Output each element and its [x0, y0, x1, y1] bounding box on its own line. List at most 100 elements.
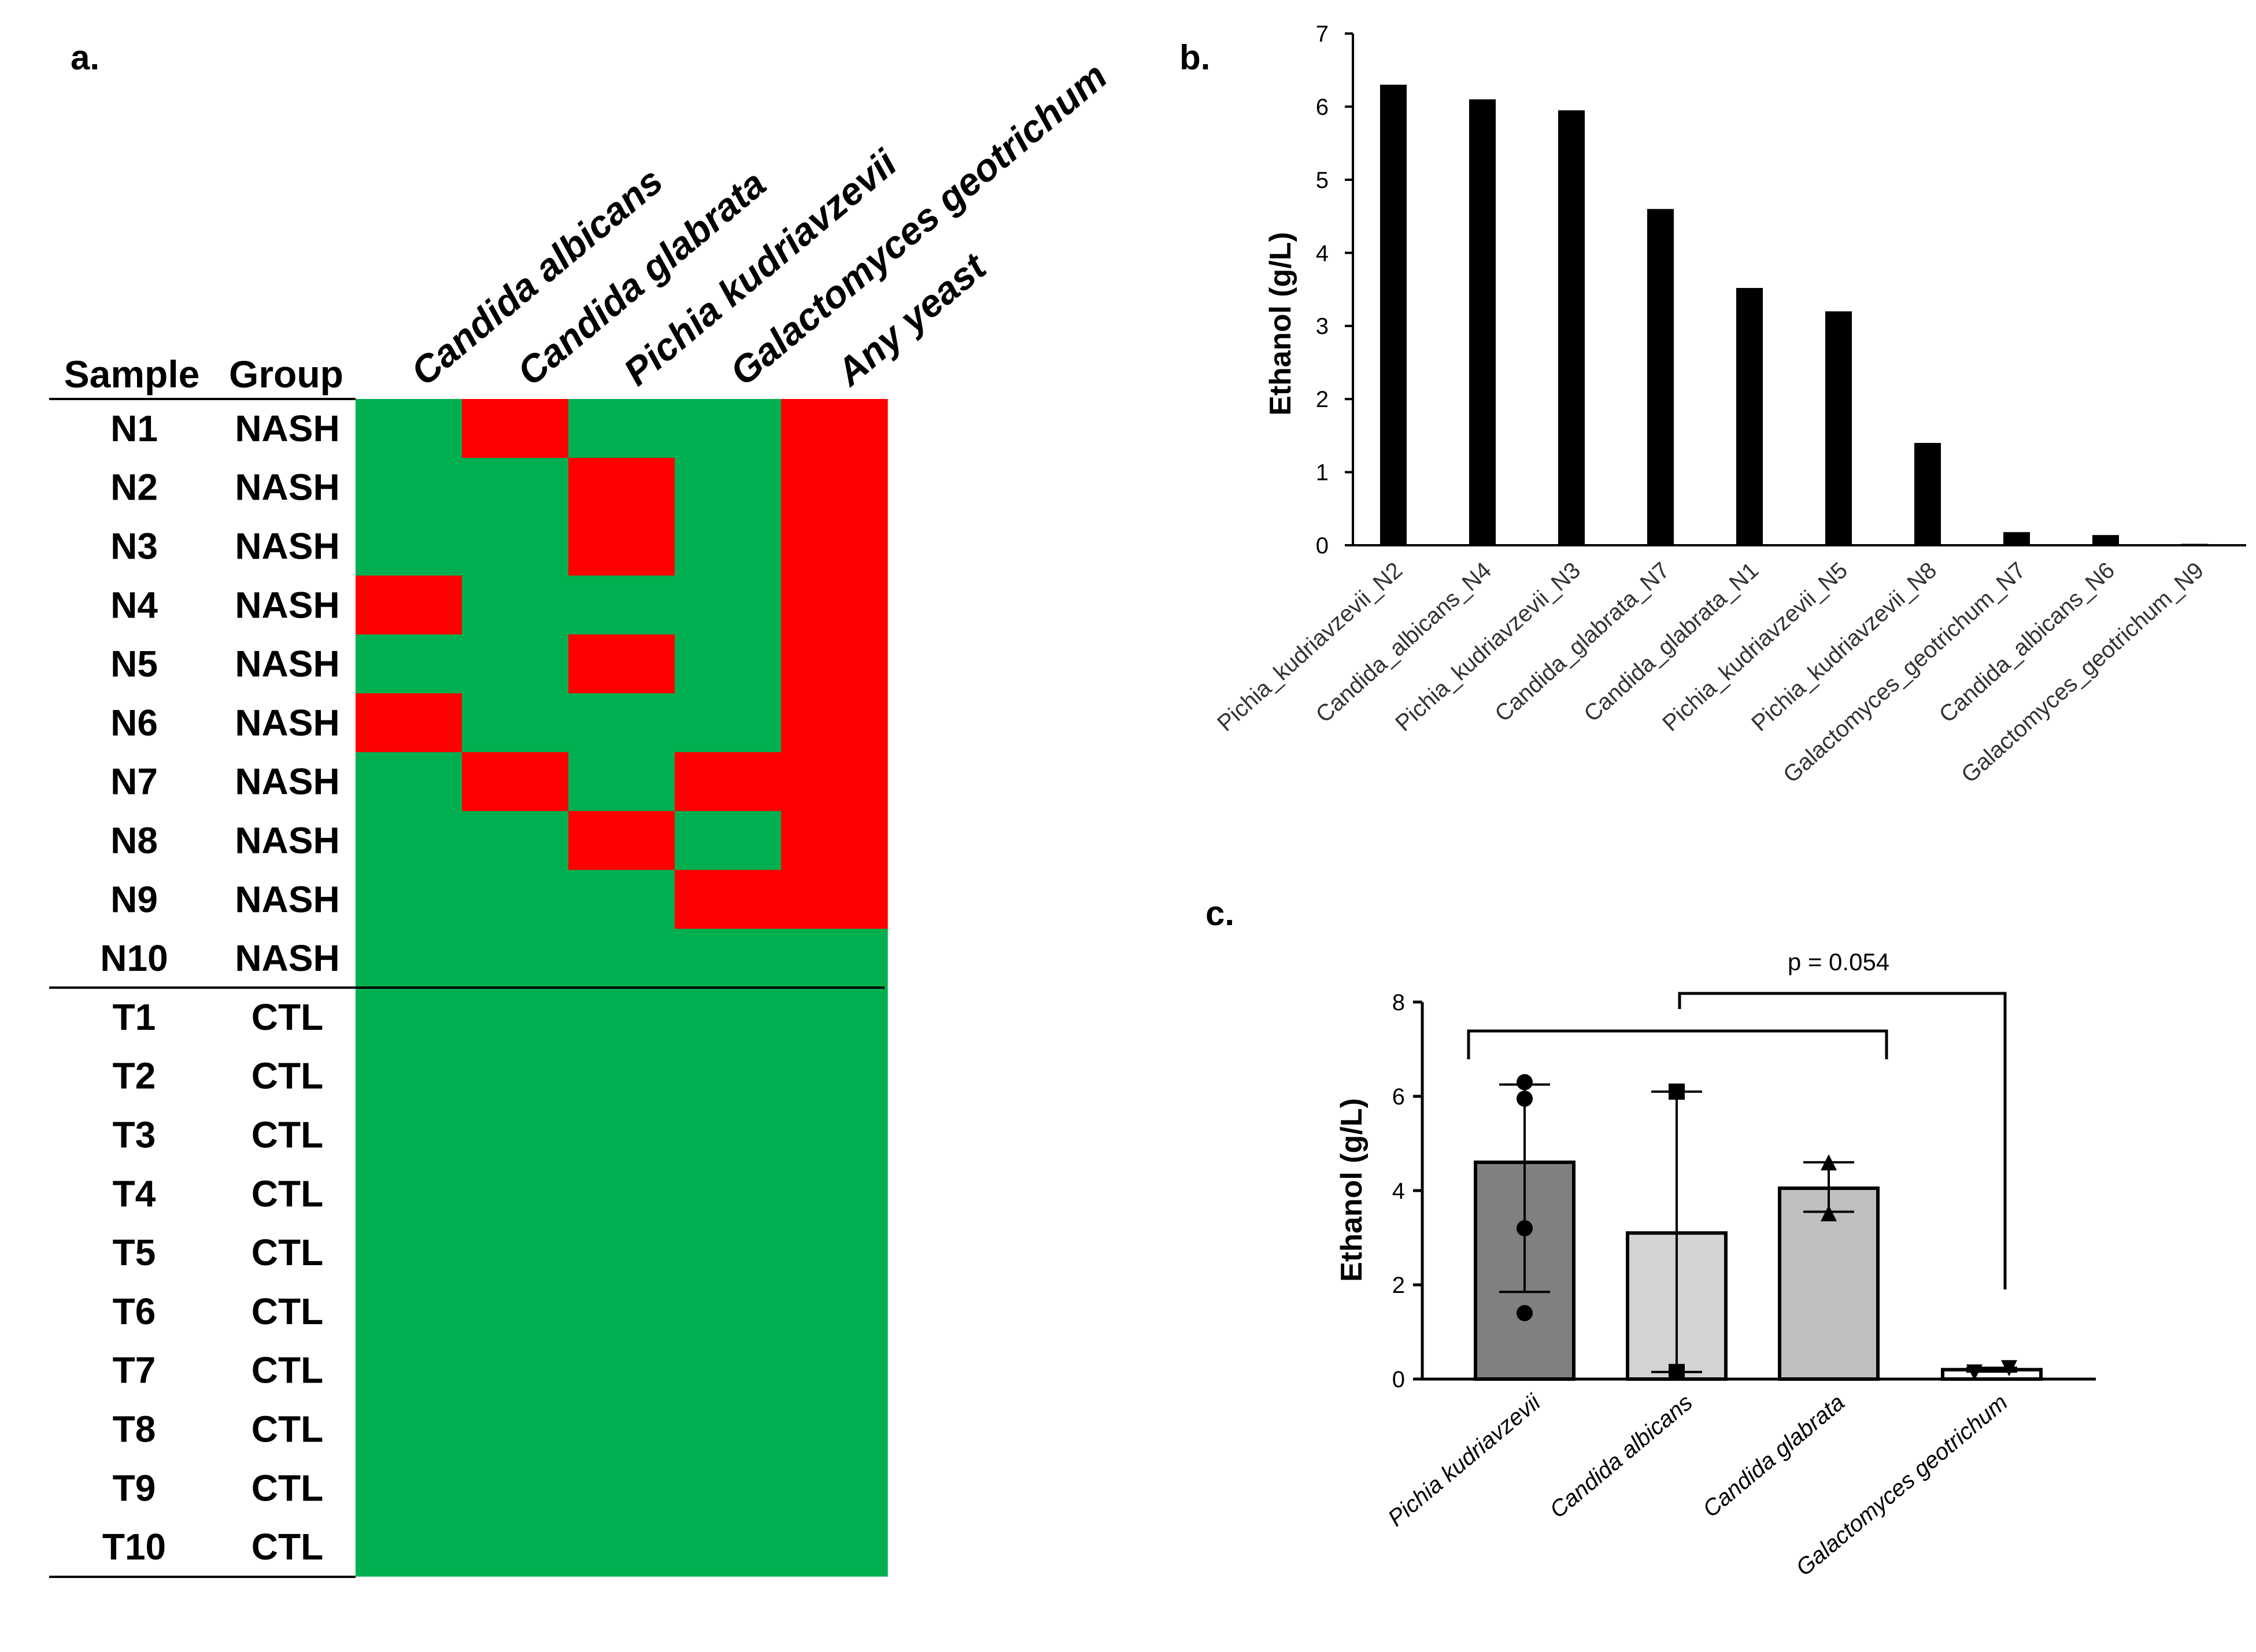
heatmap-cell [568, 988, 675, 1047]
significance-bracket-2 [1678, 992, 2007, 1289]
row-label-group: CTL [252, 1232, 323, 1273]
data-point [1669, 1363, 1685, 1380]
heatmap-cell [675, 870, 782, 929]
y-tick-label: 8 [1392, 990, 1405, 1015]
row-label-group: CTL [252, 1291, 323, 1332]
y-tick-label: 4 [1392, 1178, 1405, 1204]
row-label-group: NASH [235, 526, 339, 567]
heatmap-cell [568, 1046, 675, 1106]
data-point [1517, 1220, 1533, 1237]
heatmap-cell [356, 634, 463, 694]
row-label-group: NASH [235, 937, 339, 979]
bar [1469, 99, 1496, 546]
heatmap-cell [781, 988, 888, 1047]
heatmap-cell [462, 575, 569, 635]
y-tick-label: 5 [1316, 168, 1329, 193]
row-label-group: CTL [252, 1467, 323, 1509]
panel-label-a: a. [71, 38, 99, 77]
heatmap-cell [462, 1399, 569, 1459]
heatmap-cell [781, 1517, 888, 1577]
heatmap-cell [356, 1458, 463, 1518]
header-group: Group [229, 353, 343, 396]
heatmap-cell [675, 1105, 782, 1165]
heatmap-cell [568, 693, 675, 753]
heatmap-cell [675, 1223, 782, 1283]
x-tick-labels-c: Pichia kudriavzevii Candida albicans Candi… [1383, 1389, 2012, 1581]
heatmap-cell [462, 693, 569, 753]
bars-b [1380, 84, 2208, 546]
y-tick-label: 2 [1316, 387, 1329, 412]
row-label-sample: T8 [113, 1409, 156, 1450]
bar [1736, 287, 1763, 545]
heatmap-cell [356, 399, 463, 459]
heatmap-cell [462, 988, 569, 1047]
heatmap-cell [781, 1046, 888, 1106]
row-label-group: CTL [252, 1350, 323, 1391]
heatmap-cell [462, 516, 569, 576]
heatmap-cell [568, 457, 675, 518]
x-tick-label: Candida albicans [1545, 1389, 1697, 1523]
row-label-group: CTL [252, 996, 323, 1038]
y-tick-label: 0 [1316, 533, 1329, 559]
row-label-sample: N10 [100, 937, 168, 979]
heatmap-cells [356, 399, 888, 1577]
data-point [1966, 1364, 1983, 1381]
heatmap-cell [781, 1282, 888, 1341]
bars-c [1474, 1161, 2043, 1381]
row-label-group: NASH [235, 820, 339, 862]
heatmap-cell [675, 634, 782, 694]
bar-chart-b: Ethanol (g/L) 0 1 2 3 4 5 6 7 Pichia_kudriavzev… [1212, 21, 2246, 788]
ylabel-b: Ethanol (g/L) [1264, 232, 1297, 416]
heatmap-cell [568, 399, 675, 459]
bar [2092, 535, 2119, 545]
heatmap-cell [675, 1458, 782, 1518]
row-label-sample: T3 [113, 1114, 156, 1156]
data-point [1517, 1074, 1533, 1091]
heatmap-cell [675, 693, 782, 753]
heatmap-cell [781, 693, 888, 753]
row-label-sample: N9 [110, 878, 158, 920]
heatmap-cell [781, 1164, 888, 1224]
heatmap-cell [675, 1399, 782, 1459]
heatmap-cell [356, 1223, 463, 1283]
heatmap-cell [356, 811, 463, 870]
heatmap-cell [781, 575, 888, 635]
bar [1558, 110, 1585, 545]
row-label-group: NASH [235, 702, 339, 744]
row-label-group: NASH [235, 761, 339, 803]
y-tick-label: 2 [1392, 1273, 1405, 1298]
y-tick-label: 6 [1316, 94, 1329, 120]
heatmap-cell [568, 1399, 675, 1459]
heatmap-cell [568, 1282, 675, 1341]
heatmap-cell [781, 516, 888, 576]
heatmap-cell [675, 1282, 782, 1341]
y-tick-label: 7 [1316, 21, 1329, 47]
heatmap-cell [462, 1223, 569, 1283]
heatmap-cell [781, 634, 888, 694]
bar [1647, 209, 1674, 545]
heatmap-cell [462, 1517, 569, 1577]
row-label-sample: T9 [113, 1467, 156, 1509]
x-tick-label: Candida_albicans_N4 [1311, 557, 1496, 728]
row-label-sample: N4 [110, 584, 158, 626]
row-label-group: NASH [235, 643, 339, 685]
heatmap-cell [462, 1340, 569, 1400]
ylabel-c: Ethanol (g/L) [1335, 1098, 1369, 1282]
heatmap-cell [356, 988, 463, 1047]
heatmap-cell [462, 399, 569, 459]
heatmap-cell [462, 634, 569, 694]
error-bars-c [1499, 1083, 2017, 1373]
bar [1380, 84, 1407, 545]
heatmap-cell [675, 811, 782, 870]
heatmap-cell [568, 516, 675, 576]
heatmap-row-labels: N1 NASH N2 NASH N3 NASH N4 NASH N5 NASH N6 NASH N7 NA… [100, 408, 339, 1568]
row-label-sample: N1 [110, 408, 158, 449]
row-label-sample: T2 [113, 1055, 156, 1097]
significance-bracket-1 [1467, 1029, 1888, 1059]
heatmap-cell [356, 457, 463, 518]
heatmap-cell [781, 1458, 888, 1518]
y-ticks-b: 0 1 2 3 4 5 6 7 [1316, 21, 1353, 559]
heatmap-cell [356, 1340, 463, 1400]
heatmap-cell [356, 1282, 463, 1341]
